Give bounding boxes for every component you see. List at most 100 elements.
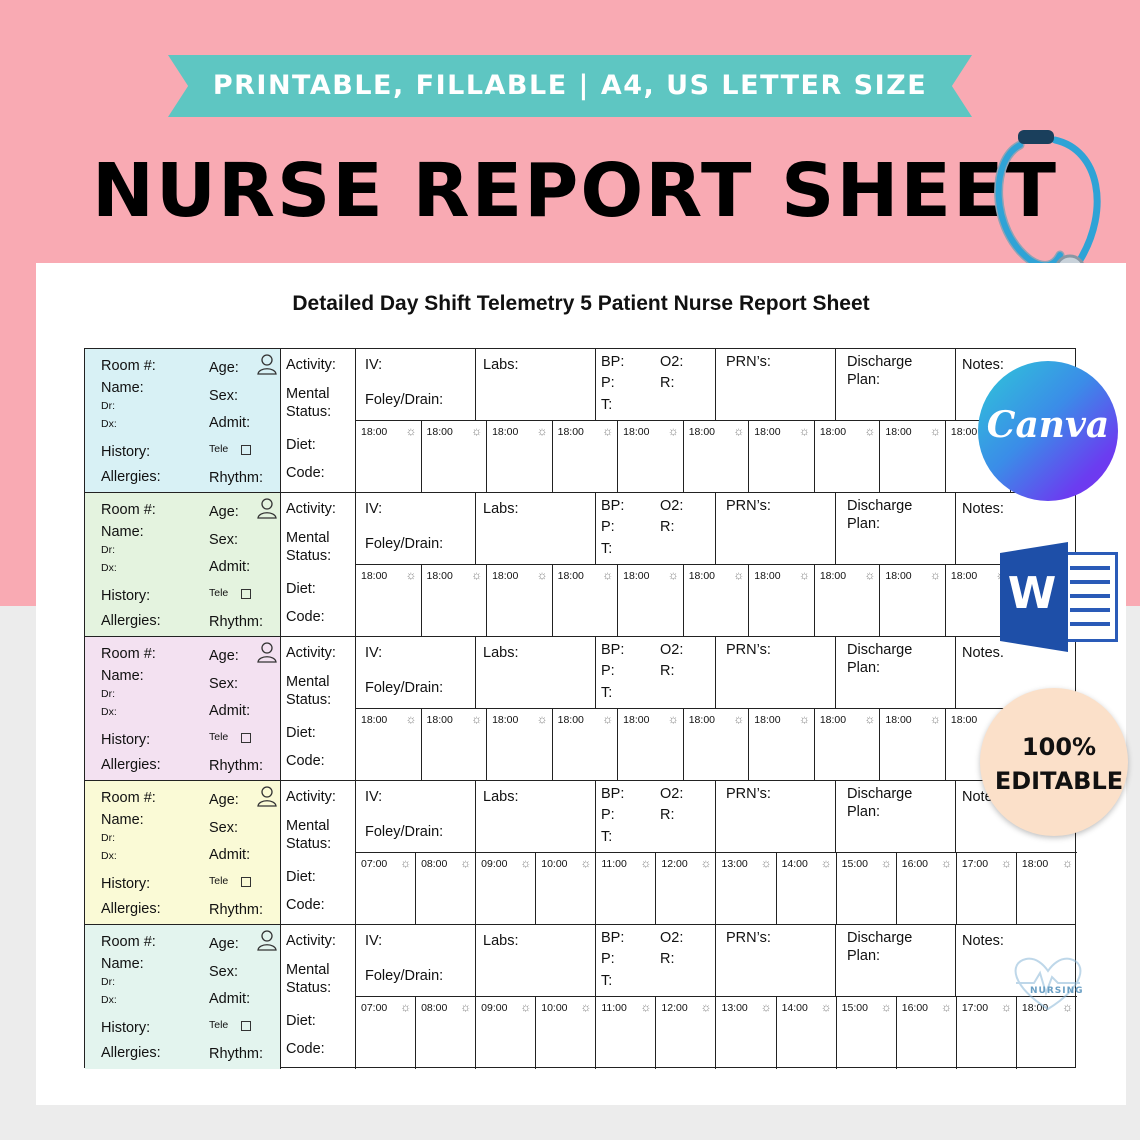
sun-icon: ☼ [405, 424, 417, 438]
temp-label: T: [601, 829, 613, 845]
time-label: 18:00 [885, 426, 912, 438]
dr-label: Dr: [101, 400, 115, 412]
sun-icon: ☼ [640, 1000, 652, 1014]
name-label: Name: [101, 956, 144, 972]
plan-label: Plan: [847, 660, 881, 676]
time-slot: 10:00 ☼ [536, 997, 597, 1069]
pulse-label: P: [601, 807, 615, 823]
o2-label: O2: [660, 930, 684, 946]
sun-icon: ☼ [880, 1000, 892, 1014]
prn-label: PRN’s: [726, 498, 771, 514]
time-label: 18:00 [1021, 858, 1049, 870]
time-slot: 12:00 ☼ [656, 997, 717, 1069]
discharge-label: Discharge [847, 354, 913, 370]
iv-label: IV: [365, 789, 383, 805]
time-slot: 14:00 ☼ [777, 853, 837, 925]
age-label: Age: [209, 360, 239, 376]
time-slot: 09:00 ☼ [476, 853, 537, 925]
activity-label: Activity: [286, 645, 336, 661]
temp-label: T: [601, 541, 613, 557]
word-letter: W [1007, 568, 1057, 619]
room-label: Room #: [101, 358, 156, 374]
code-label: Code: [286, 609, 325, 625]
resp-label: R: [660, 375, 675, 391]
time-slot: 15:00 ☼ [837, 853, 897, 925]
sun-icon: ☼ [940, 1000, 952, 1014]
time-slot: 18:00 ☼ [684, 421, 750, 493]
sun-icon: ☼ [536, 424, 548, 438]
admit-label: Admit: [209, 559, 251, 575]
sun-icon: ☼ [520, 856, 532, 870]
time-label: 18:00 [688, 426, 715, 438]
foley-label: Foley/Drain: [365, 536, 444, 552]
notes-label: Notes: [962, 357, 1004, 373]
time-label: 18:00 [557, 570, 584, 582]
vitals-cell: BP: O2: P: R: T: [596, 349, 716, 421]
tele-label: Tele [209, 587, 229, 599]
iv-cell: IV: Foley/Drain: [356, 781, 476, 853]
patient-info: Room #: Age: Name: Sex: Dr: Dx: Admit: History:… [85, 349, 281, 492]
discharge-label: Discharge [847, 930, 913, 946]
activity-label: Activity: [286, 501, 336, 517]
allergies-label: Allergies: [101, 757, 161, 773]
plan-label: Plan: [847, 516, 881, 532]
diet-label: Diet: [286, 869, 316, 885]
mental-label: Mental [286, 386, 330, 402]
word-line [1070, 594, 1110, 598]
discharge-cell: Discharge Plan: [836, 781, 956, 853]
time-slot: 10:00 ☼ [536, 853, 597, 925]
sun-icon: ☼ [602, 712, 614, 726]
rhythm-label: Rhythm: [209, 758, 263, 774]
nursing-mode-logo-text: NURSING [1030, 986, 1084, 996]
rhythm-label: Rhythm: [209, 614, 263, 630]
canva-badge [978, 361, 1118, 501]
time-label: 15:00 [841, 858, 868, 870]
time-label: 13:00 [721, 858, 748, 870]
code-label: Code: [286, 465, 325, 481]
time-label: 18:00 [819, 570, 847, 582]
bp-label: BP: [601, 642, 625, 658]
foley-label: Foley/Drain: [365, 968, 444, 984]
patient-info: Room #: Age: Name: Sex: Dr: Dx: Admit: History:… [85, 781, 281, 924]
person-icon [256, 353, 278, 375]
dr-label: Dr: [101, 544, 115, 556]
sun-icon: ☼ [1000, 1000, 1012, 1014]
admit-label: Admit: [209, 415, 251, 431]
diet-label: Diet: [286, 725, 316, 741]
sun-icon: ☼ [667, 424, 679, 438]
sun-icon: ☼ [580, 1000, 592, 1014]
nursing-mode-logo-icon [1014, 957, 1082, 1011]
time-label: 18:00 [950, 714, 978, 726]
time-slot: 18:00 ☼ [487, 565, 553, 637]
time-slot: 18:00 ☼ [422, 565, 488, 637]
sheet-title: Detailed Day Shift Telemetry 5 Patient N… [292, 292, 870, 315]
sex-label: Sex: [209, 820, 239, 836]
time-label: 18:00 [754, 570, 781, 582]
time-slot: 17:00 ☼ [957, 997, 1017, 1069]
ribbon-text: PRINTABLE, FILLABLE | A4, US LETTER SIZE [212, 70, 928, 101]
history-label: History: [101, 588, 151, 604]
activity-label: Activity: [286, 357, 336, 373]
rhythm-label: Rhythm: [209, 470, 263, 486]
bp-label: BP: [601, 930, 625, 946]
sun-icon: ☼ [798, 712, 810, 726]
notes-label: Notes: [962, 933, 1004, 949]
sun-icon: ☼ [864, 424, 876, 438]
o2-label: O2: [660, 786, 684, 802]
tele-label: Tele [209, 443, 229, 455]
patient-block: Room #: Age: Name: Sex: Dr: Dx: Admit: History:… [85, 493, 1077, 637]
bp-label: BP: [601, 498, 625, 514]
time-slot: 18:00 ☼ [880, 421, 946, 493]
activity-column: Activity: Mental Status: Diet: Code: [281, 349, 356, 492]
time-label: 18:00 [361, 570, 388, 582]
time-label: 07:00 [361, 858, 388, 870]
time-slot: 18:00 ☼ [487, 421, 553, 493]
sun-icon: ☼ [471, 568, 483, 582]
time-slot: 18:00 ☼ [553, 421, 619, 493]
prn-label: PRN’s: [726, 642, 771, 658]
sex-label: Sex: [209, 532, 239, 548]
sun-icon: ☼ [733, 424, 745, 438]
editable-line-2: EDITABLE [994, 767, 1124, 795]
labs-label: Labs: [483, 501, 519, 517]
iv-label: IV: [365, 357, 383, 373]
